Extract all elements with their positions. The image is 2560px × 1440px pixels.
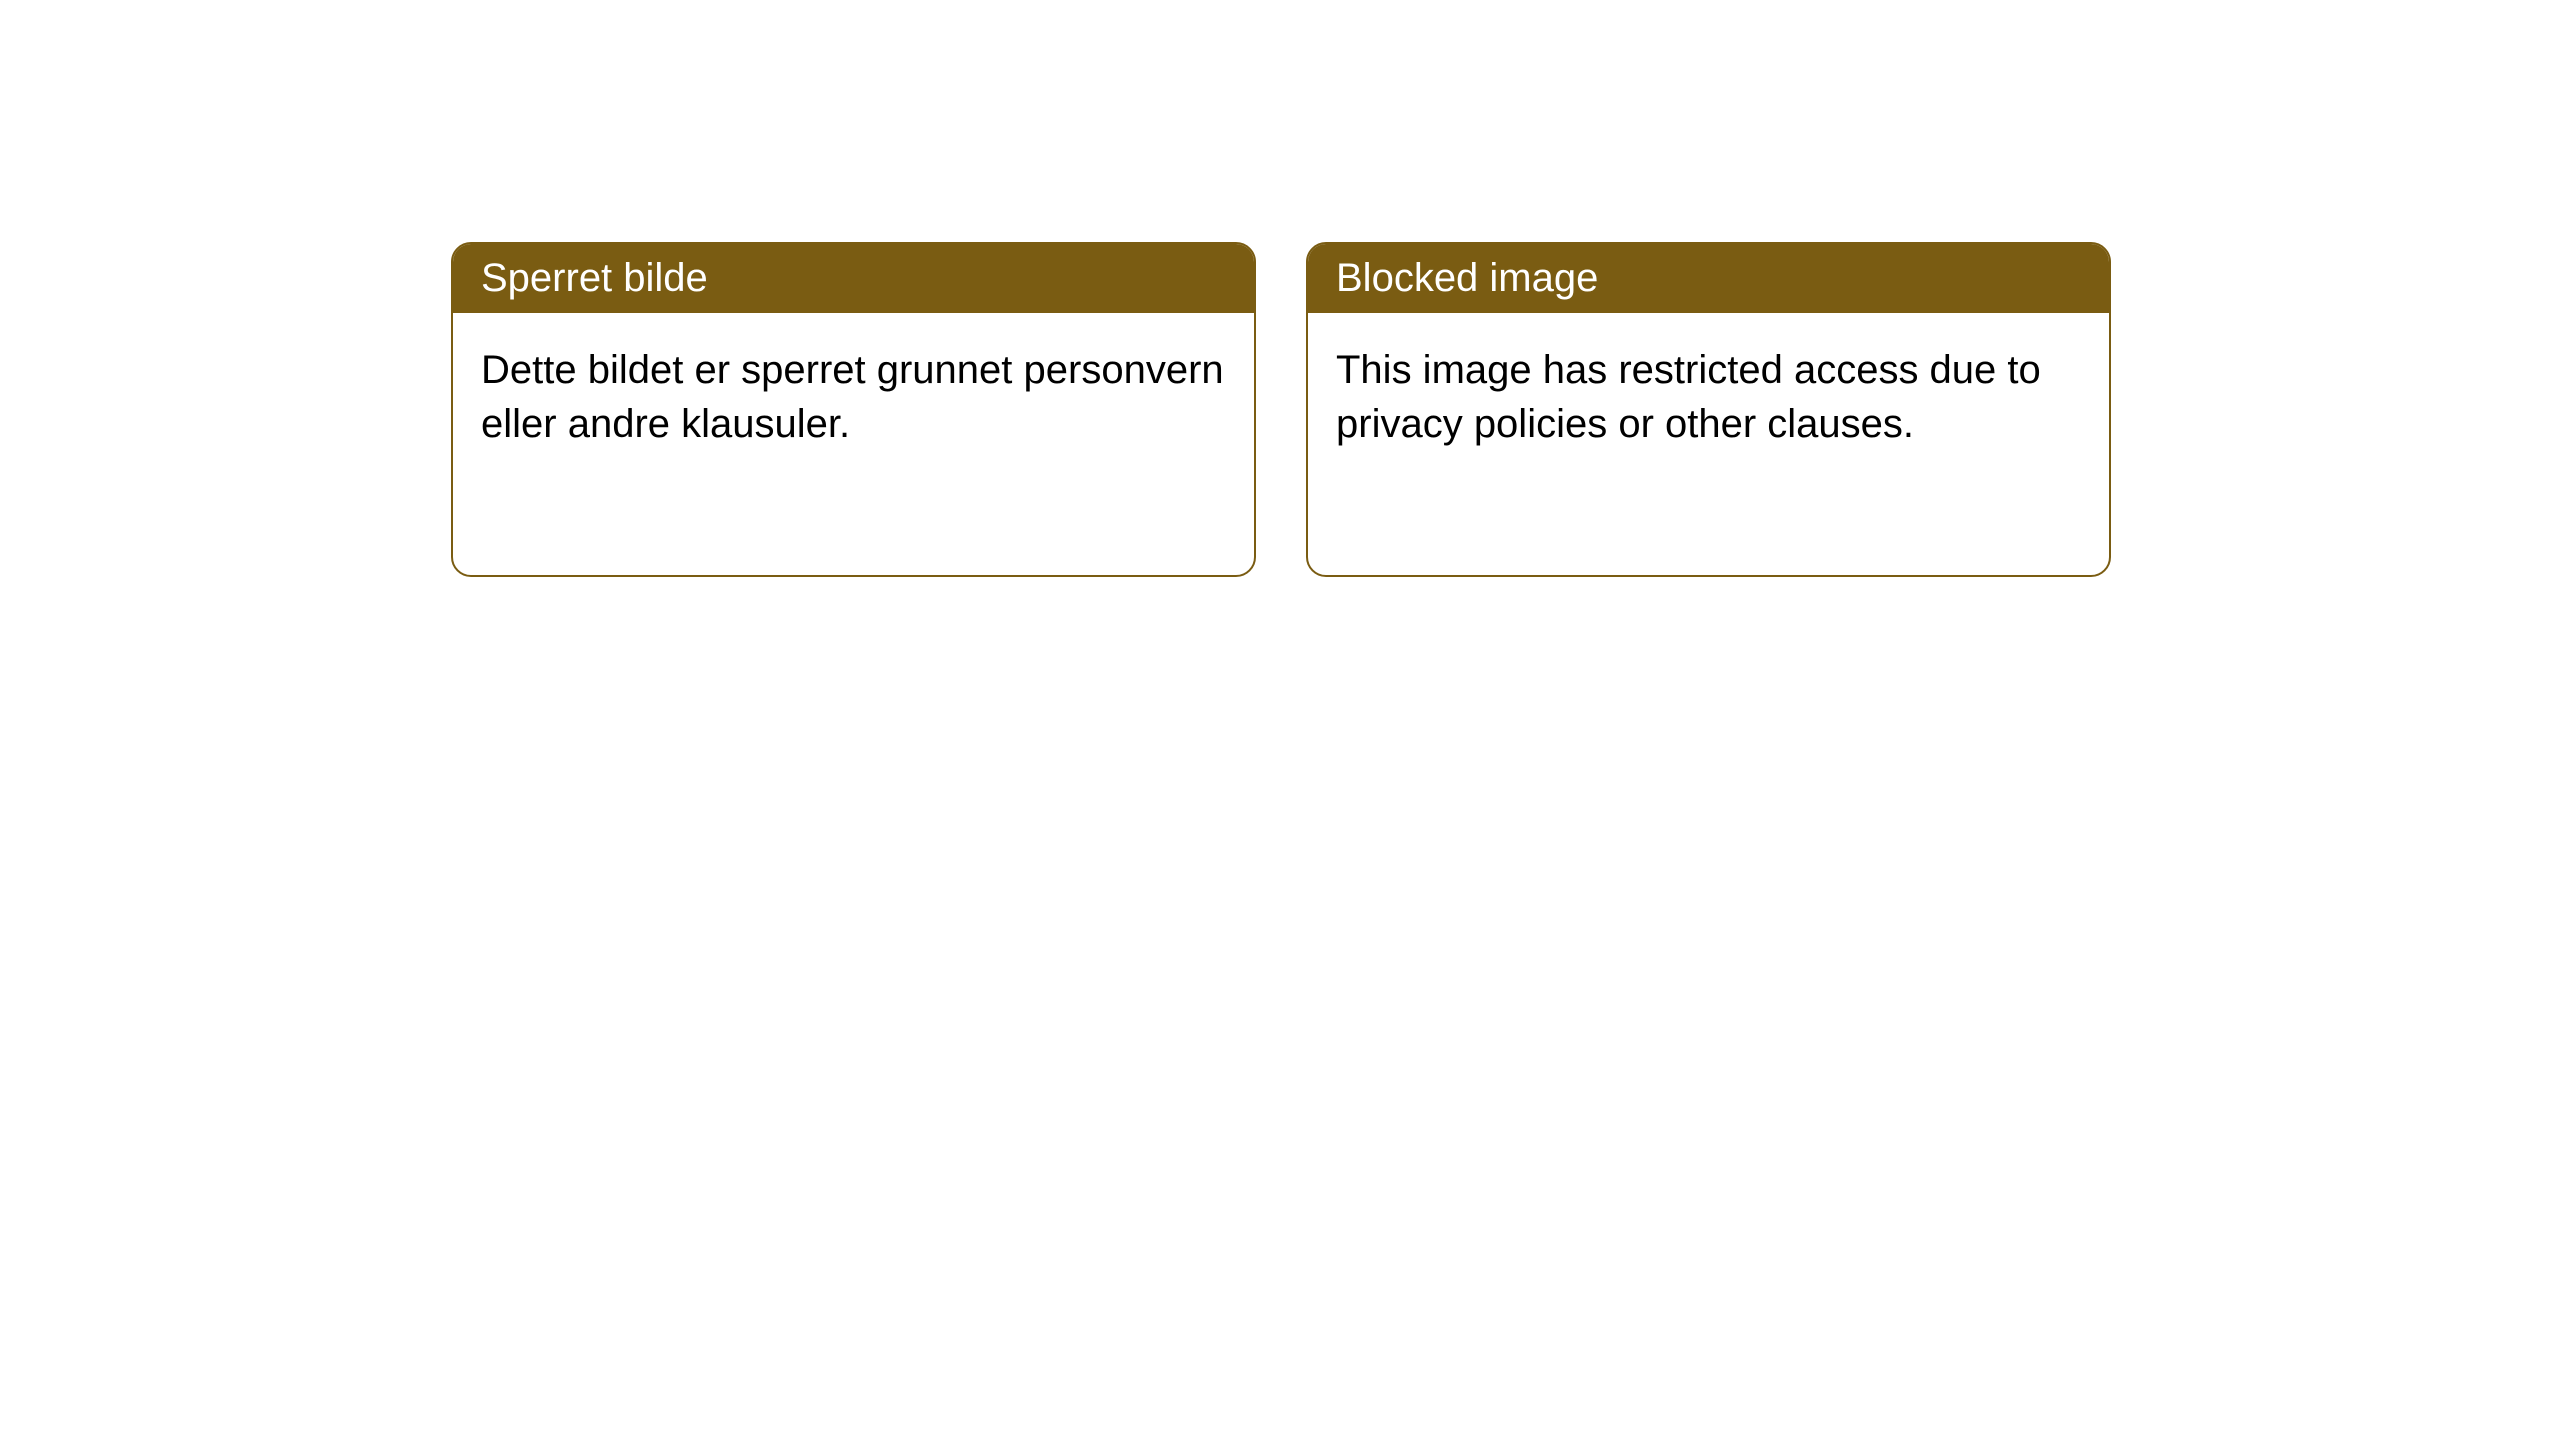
notice-body-english: This image has restricted access due to …: [1308, 313, 2109, 481]
notice-title-norwegian: Sperret bilde: [453, 244, 1254, 313]
notice-container: Sperret bilde Dette bildet er sperret gr…: [0, 0, 2560, 577]
notice-title-english: Blocked image: [1308, 244, 2109, 313]
notice-body-norwegian: Dette bildet er sperret grunnet personve…: [453, 313, 1254, 481]
notice-card-english: Blocked image This image has restricted …: [1306, 242, 2111, 577]
notice-card-norwegian: Sperret bilde Dette bildet er sperret gr…: [451, 242, 1256, 577]
